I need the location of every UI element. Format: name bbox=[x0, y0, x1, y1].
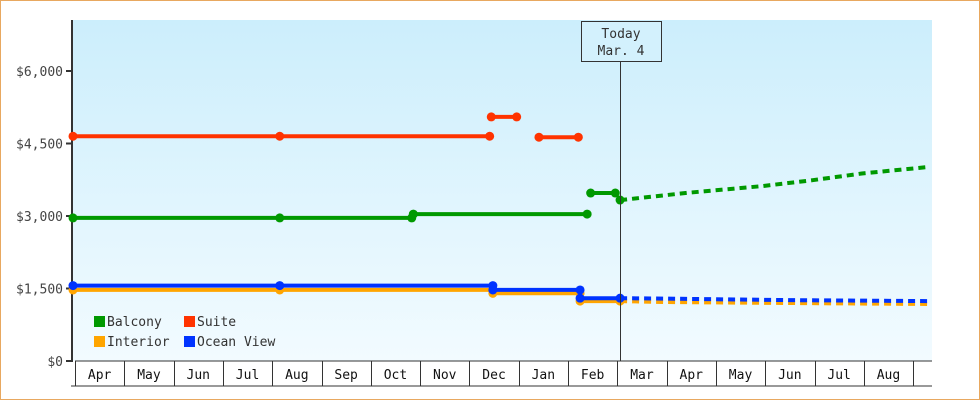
x-tick-label: Apr bbox=[88, 368, 112, 383]
legend-item-suite: Suite bbox=[184, 315, 236, 330]
x-tick-label: May bbox=[137, 368, 161, 383]
legend-item-balcony: Balcony bbox=[94, 315, 162, 330]
legend-label: Ocean View bbox=[197, 335, 275, 350]
x-tick-label: Feb bbox=[581, 368, 605, 383]
legend-swatch bbox=[94, 336, 105, 347]
x-tick-label: May bbox=[729, 368, 753, 383]
y-tick-label: $1,500 bbox=[16, 283, 63, 298]
legend-item-interior: Interior bbox=[94, 335, 170, 350]
x-tick-label: Jun bbox=[187, 368, 210, 383]
data-point bbox=[68, 131, 78, 141]
x-tick-label: Oct bbox=[384, 368, 407, 383]
plot-area bbox=[72, 20, 932, 361]
data-point bbox=[486, 112, 496, 122]
x-tick-label: Aug bbox=[877, 368, 900, 383]
x-tick-label: Nov bbox=[433, 368, 457, 383]
data-point bbox=[485, 131, 495, 141]
legend-label: Balcony bbox=[107, 315, 162, 330]
today-label: Today bbox=[601, 27, 640, 42]
legend-swatch bbox=[184, 316, 195, 327]
data-point bbox=[275, 281, 285, 291]
x-tick-label: Dec bbox=[482, 368, 505, 383]
legend-label: Suite bbox=[197, 315, 236, 330]
data-point bbox=[275, 213, 285, 223]
x-tick-label: Sep bbox=[334, 368, 358, 383]
y-tick-label: $0 bbox=[47, 355, 63, 370]
series-suite bbox=[68, 112, 583, 142]
data-point bbox=[586, 188, 596, 198]
data-point bbox=[275, 131, 285, 141]
legend-swatch bbox=[94, 316, 105, 327]
data-point bbox=[512, 112, 522, 122]
y-tick-label: $4,500 bbox=[16, 138, 63, 153]
series-balcony bbox=[68, 164, 930, 223]
data-point bbox=[610, 188, 620, 198]
data-point bbox=[534, 132, 544, 142]
legend-item-ocean-view: Ocean View bbox=[184, 335, 275, 350]
data-point bbox=[68, 213, 78, 223]
data-point bbox=[488, 285, 498, 295]
y-tick-label: $6,000 bbox=[16, 65, 63, 80]
data-point bbox=[575, 293, 585, 303]
forecast-line bbox=[619, 164, 930, 203]
data-point bbox=[582, 209, 592, 219]
x-tick-label: Apr bbox=[680, 368, 704, 383]
today-date: Mar. 4 bbox=[598, 44, 645, 59]
x-tick-label: Jan bbox=[532, 368, 555, 383]
x-tick-label: Jul bbox=[827, 368, 850, 383]
data-point bbox=[408, 209, 418, 219]
data-point bbox=[575, 285, 585, 295]
x-tick-label: Mar bbox=[630, 368, 654, 383]
data-point bbox=[573, 132, 583, 142]
legend-swatch bbox=[184, 336, 195, 347]
x-tick-label: Jul bbox=[236, 368, 259, 383]
legend-label: Interior bbox=[107, 335, 170, 350]
x-tick-label: Jun bbox=[778, 368, 801, 383]
series-ocean-view bbox=[68, 281, 930, 304]
today-box bbox=[581, 21, 662, 62]
y-tick-label: $3,000 bbox=[16, 210, 63, 225]
data-point bbox=[68, 281, 78, 291]
x-tick-label: Aug bbox=[285, 368, 308, 383]
